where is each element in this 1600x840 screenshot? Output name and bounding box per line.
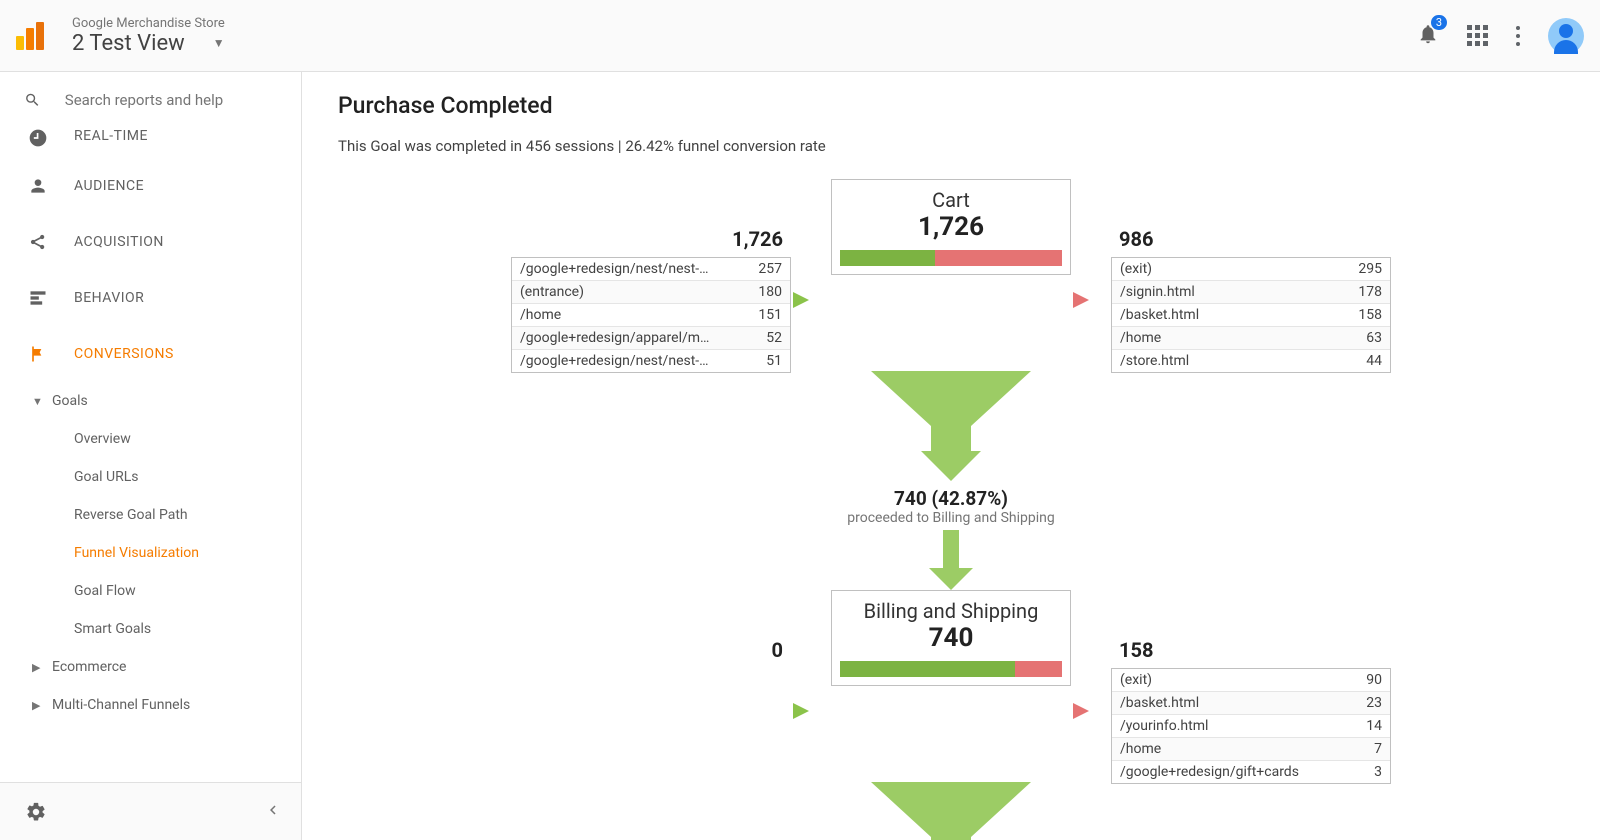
table-row[interactable]: (exit)90 — [1112, 669, 1390, 691]
ga-logo-icon — [16, 22, 44, 50]
app-header: Google Merchandise Store 2 Test View ▼ 3 — [0, 0, 1600, 72]
funnel-arrow-icon — [861, 371, 1041, 481]
search-input[interactable] — [65, 91, 278, 109]
funnel-stage-total: 1,726 — [842, 212, 1060, 242]
funnel-out-count: 986 — [1111, 227, 1391, 251]
table-row[interactable]: /home151 — [512, 303, 790, 326]
funnel-stage: 1,726/google+redesign/nest/nest-usa...25… — [511, 179, 1391, 373]
chevron-down-icon: ▼ — [213, 36, 225, 50]
funnel-transition: 582 (78.65%)proceeded to Payment — [861, 782, 1041, 840]
table-row[interactable]: /google+redesign/nest/nest-usa...257 — [512, 258, 790, 280]
account-avatar[interactable] — [1548, 18, 1584, 54]
table-row[interactable]: /home63 — [1112, 326, 1390, 349]
sidebar-item-real-time[interactable]: REAL-TIME — [0, 128, 302, 158]
funnel-out-arrow-icon — [1071, 701, 1111, 721]
admin-gear-button[interactable] — [0, 801, 72, 823]
funnel-in-count: 0 — [511, 638, 791, 662]
funnel-side-table: (exit)90/basket.html23/yourinfo.html14/h… — [1111, 668, 1391, 784]
funnel-visualization: 1,726/google+redesign/nest/nest-usa...25… — [338, 179, 1564, 840]
sidebar-item-acquisition[interactable]: ACQUISITION — [0, 214, 302, 270]
sidebar-item-conversions[interactable]: CONVERSIONS — [0, 326, 302, 382]
table-row[interactable]: /basket.html23 — [1112, 691, 1390, 714]
sidebar-item-multi-channel-funnels[interactable]: ▶Multi-Channel Funnels — [0, 686, 302, 724]
funnel-stage-card[interactable]: Cart1,726 — [831, 179, 1071, 275]
sidebar-item-audience[interactable]: AUDIENCE — [0, 158, 302, 214]
table-row[interactable]: /google+redesign/gift+cards3 — [1112, 760, 1390, 783]
funnel-transition: 740 (42.87%)proceeded to Billing and Shi… — [847, 371, 1054, 590]
clock-icon — [24, 128, 52, 148]
sidebar-item-label: BEHAVIOR — [74, 290, 144, 306]
table-row[interactable]: /store.html44 — [1112, 349, 1390, 372]
funnel-proceed-count: 740 (42.87%) — [894, 487, 1008, 510]
view-name: 2 Test View — [72, 31, 185, 56]
sidebar-subitem-funnel-visualization[interactable]: Funnel Visualization — [0, 534, 302, 572]
table-row[interactable]: (entrance)180 — [512, 280, 790, 303]
table-row[interactable]: /google+redesign/apparel/men...52 — [512, 326, 790, 349]
sidebar-item-behavior[interactable]: BEHAVIOR — [0, 270, 302, 326]
funnel-out-arrow-icon — [1071, 290, 1111, 310]
table-row[interactable]: (exit)295 — [1112, 258, 1390, 280]
funnel-proceed-label: proceeded to Billing and Shipping — [847, 510, 1054, 526]
sidebar-item-label: REAL-TIME — [74, 128, 148, 144]
notifications-button[interactable]: 3 — [1417, 23, 1439, 49]
apps-grid-icon[interactable] — [1467, 25, 1488, 46]
funnel-stage-name: Billing and Shipping — [842, 599, 1060, 623]
sidebar-subitem-goal-urls[interactable]: Goal URLs — [0, 458, 302, 496]
chevron-left-icon — [264, 801, 282, 819]
funnel-in-count: 1,726 — [511, 227, 791, 251]
funnel-stage-card[interactable]: Billing and Shipping740 — [831, 590, 1071, 686]
funnel-in-arrow-icon — [791, 701, 831, 721]
report-subtitle: This Goal was completed in 456 sessions … — [338, 137, 1564, 155]
gear-icon — [25, 801, 47, 823]
funnel-side-table: (exit)295/signin.html178/basket.html158/… — [1111, 257, 1391, 373]
more-menu-icon[interactable] — [1516, 26, 1520, 46]
funnel-arrow-icon — [861, 782, 1041, 840]
flag-icon — [24, 344, 52, 364]
sidebar-item-goals[interactable]: ▼Goals — [0, 382, 302, 420]
funnel-stage-name: Cart — [842, 188, 1060, 212]
funnel-stage-total: 740 — [842, 623, 1060, 653]
search-icon — [24, 90, 41, 110]
property-name: Google Merchandise Store — [72, 16, 225, 31]
sidebar-item-label: ACQUISITION — [74, 234, 164, 250]
sidebar-item-label: CONVERSIONS — [74, 346, 174, 362]
sidebar-subitem-goal-flow[interactable]: Goal Flow — [0, 572, 302, 610]
grid-icon — [24, 288, 52, 308]
sidebar-item-label: Goals — [52, 393, 88, 409]
share-icon — [24, 232, 52, 252]
person-icon — [24, 176, 52, 196]
report-content: Purchase Completed This Goal was complet… — [302, 72, 1600, 840]
table-row[interactable]: /home7 — [1112, 737, 1390, 760]
caret-right-icon: ▶ — [32, 661, 52, 674]
table-row[interactable]: /google+redesign/nest/nest-usa51 — [512, 349, 790, 372]
collapse-sidebar-button[interactable] — [264, 801, 282, 823]
view-selector[interactable]: Google Merchandise Store 2 Test View ▼ — [72, 16, 225, 56]
down-arrow-icon — [921, 530, 981, 590]
table-row[interactable]: /signin.html178 — [1112, 280, 1390, 303]
caret-down-icon: ▼ — [32, 395, 52, 408]
funnel-out-count: 158 — [1111, 638, 1391, 662]
table-row[interactable]: /basket.html158 — [1112, 303, 1390, 326]
sidebar-item-label: AUDIENCE — [74, 178, 144, 194]
funnel-in-arrow-icon — [791, 290, 831, 310]
sidebar-subitem-reverse-goal-path[interactable]: Reverse Goal Path — [0, 496, 302, 534]
notification-count-badge: 3 — [1431, 15, 1447, 30]
sidebar-subitem-smart-goals[interactable]: Smart Goals — [0, 610, 302, 648]
table-row[interactable]: /yourinfo.html14 — [1112, 714, 1390, 737]
funnel-stage-bar — [840, 250, 1062, 266]
sidebar-subitem-overview[interactable]: Overview — [0, 420, 302, 458]
funnel-stage-bar — [840, 661, 1062, 677]
funnel-stage: 0 Billing and Shipping740 158 (exit)90/bask… — [511, 590, 1391, 784]
funnel-side-table: /google+redesign/nest/nest-usa...257(ent… — [511, 257, 791, 373]
search-row[interactable] — [0, 72, 302, 128]
report-title: Purchase Completed — [338, 92, 1564, 119]
sidebar-item-ecommerce[interactable]: ▶Ecommerce — [0, 648, 302, 686]
caret-right-icon: ▶ — [32, 699, 52, 712]
left-sidebar: REAL-TIME AUDIENCE ACQUISITION BEHAVIOR CONV… — [0, 72, 302, 840]
